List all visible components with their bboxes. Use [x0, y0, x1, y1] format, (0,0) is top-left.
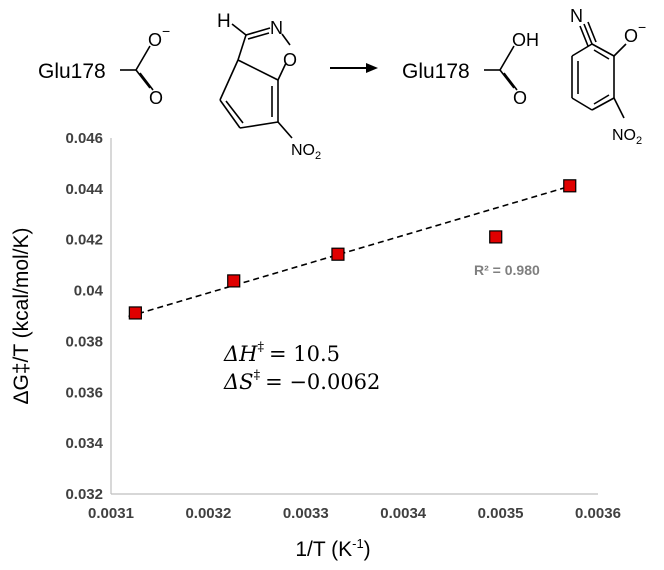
data-points	[128, 179, 577, 320]
data-point-marker	[128, 306, 142, 320]
y-tick-label: 0.032	[65, 486, 103, 503]
carboxylate-oxygen: O	[149, 88, 163, 108]
enthalpy-annotation: ΔH‡ = 10.5	[223, 340, 340, 366]
trendline	[128, 183, 577, 318]
product-nitro-group: NO2	[612, 127, 642, 147]
y-tick-label: 0.044	[65, 181, 103, 198]
reactant-carboxylate: Glu178 O − O	[38, 23, 170, 108]
carboxylate-charge: −	[162, 23, 170, 39]
y-axis-title: ΔG‡/T (kcal/mol/K)	[10, 227, 33, 404]
reaction-arrow	[330, 63, 378, 73]
x-tick-labels: 0.0031 0.0032 0.0033 0.0034 0.0035 0.0036	[88, 505, 621, 522]
carboxylic-acid-oh: OH	[512, 30, 539, 50]
product-phenolate	[571, 21, 627, 119]
y-tick-label: 0.042	[65, 232, 103, 249]
x-axis-title: 1/T (K-1)	[295, 536, 370, 561]
x-tick-label: 0.0034	[380, 505, 427, 522]
r-squared-label: R² = 0.980	[474, 262, 540, 278]
reactant-residue-label: Glu178	[38, 60, 106, 83]
data-point-marker	[227, 274, 241, 288]
data-point-marker	[563, 179, 577, 193]
data-point-marker	[331, 247, 345, 261]
entropy-annotation: ΔS‡ = −0.0062	[223, 368, 380, 394]
nitrile-nitrogen: N	[570, 6, 583, 26]
y-tick-label: 0.038	[65, 333, 103, 350]
benzisoxazole-hydrogen: H	[217, 11, 231, 32]
phenolate-oxygen: O	[624, 26, 638, 46]
carboxylate-oxygen-minus: O	[148, 30, 162, 50]
x-tick-label: 0.0036	[575, 505, 621, 522]
chart: 0.0320.0340.0360.0380.040.0420.0440.046 …	[10, 130, 621, 561]
y-tick-labels: 0.032 0.034 0.036 0.038 0.04 0.042 0.044 0.046	[65, 130, 103, 503]
phenolate-charge: −	[638, 19, 646, 35]
x-tick-label: 0.0032	[185, 505, 231, 522]
y-tick-label: 0.036	[65, 384, 103, 401]
product-carboxylic-acid: Glu178 OH O	[402, 30, 539, 108]
benzisoxazole-nitrogen: N	[270, 18, 283, 38]
x-tick-label: 0.0035	[478, 505, 524, 522]
data-point-marker	[489, 230, 503, 244]
carboxylic-acid-oxygen: O	[513, 88, 527, 108]
x-tick-label: 0.0031	[88, 505, 134, 522]
x-tick-label: 0.0033	[283, 505, 329, 522]
reactant-benzisoxazole	[219, 23, 293, 139]
product-residue-label: Glu178	[402, 60, 470, 83]
benzisoxazole-oxygen: O	[283, 50, 297, 70]
y-tick-label: 0.046	[65, 130, 103, 147]
y-tick-label: 0.04	[74, 283, 104, 300]
reaction-scheme: Glu178 O − O	[38, 6, 646, 162]
y-tick-label: 0.034	[65, 435, 103, 452]
reactant-nitro-group: NO2	[291, 142, 321, 162]
